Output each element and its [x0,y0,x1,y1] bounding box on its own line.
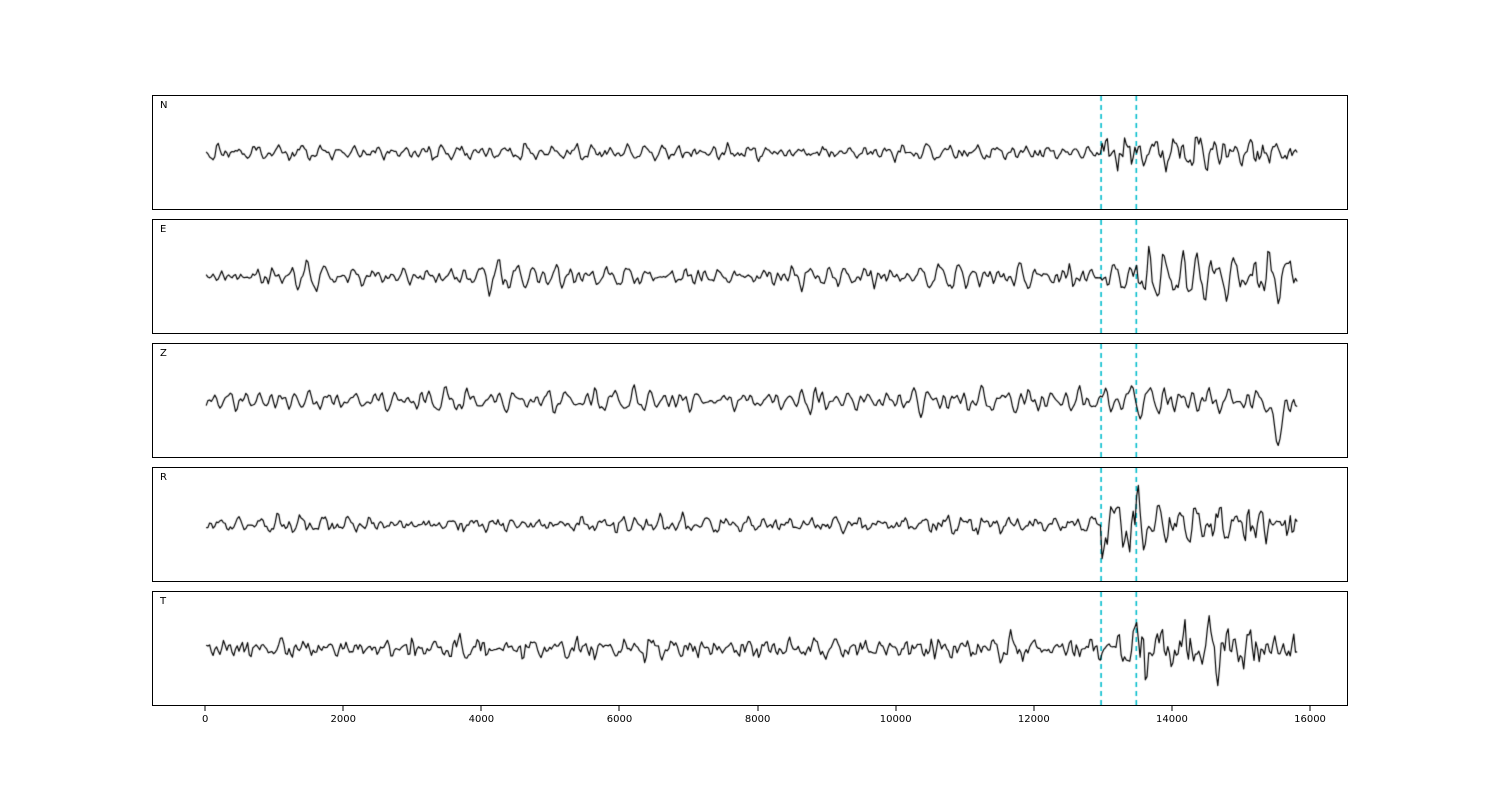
panel-T: T [152,591,1348,706]
x-axis-tick-label: 6000 [606,714,633,725]
waveform-canvas-T [153,592,1347,705]
x-axis-tick-label: 12000 [1017,714,1050,725]
x-axis-tick [1171,706,1173,711]
panel-label-R: R [160,472,167,483]
panel-Z: Z [152,343,1348,458]
x-axis-tick-label: 8000 [744,714,771,725]
waveform-canvas-N [153,96,1347,209]
x-axis-tick [1309,706,1311,711]
panel-N: N [152,95,1348,210]
x-axis: 0 2000 4000 6000 8000 10000 12000 14000 16000 [152,706,1348,736]
x-axis-tick-label: 16000 [1294,714,1326,725]
x-axis-tick [204,706,206,711]
panel-label-Z: Z [160,348,167,359]
panel-label-T: T [160,596,167,607]
x-axis-tick [757,706,759,711]
x-axis-tick-label: 0 [201,714,209,725]
panel-E: E [152,219,1348,334]
x-axis-tick [1033,706,1035,711]
waveform-canvas-R [153,468,1347,581]
panel-label-E: E [160,224,167,235]
x-axis-tick-label: 4000 [468,714,495,725]
x-axis-tick-label: 2000 [330,714,356,725]
panel-label-N: N [160,100,168,111]
waveform-canvas-Z [153,344,1347,457]
waveform-canvas-E [153,220,1347,333]
plot-area: N E Z R T 0 2000 4000 6000 8000 10000 12000 140… [152,95,1348,735]
x-axis-tick [618,706,620,711]
x-axis-tick [480,706,482,711]
x-axis-tick [895,706,897,711]
panel-R: R [152,467,1348,582]
x-axis-tick-label: 14000 [1156,714,1188,725]
x-axis-tick [342,706,344,711]
x-axis-tick-label: 10000 [879,714,912,725]
